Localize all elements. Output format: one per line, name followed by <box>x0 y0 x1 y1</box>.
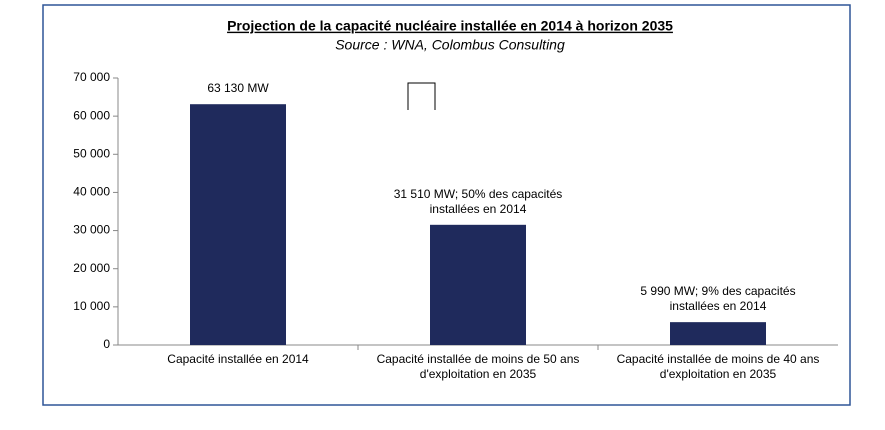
y-tick-label: 30 000 <box>73 223 110 237</box>
x-tick-label: Capacité installée en 2014 <box>167 352 309 366</box>
y-tick-label: 40 000 <box>73 185 110 199</box>
artifact <box>407 82 436 110</box>
bar <box>430 224 526 345</box>
y-tick-label: 0 <box>103 337 110 351</box>
y-tick-label: 20 000 <box>73 261 110 275</box>
bar <box>670 322 766 345</box>
y-tick-label: 50 000 <box>73 146 110 160</box>
y-tick-label: 60 000 <box>73 108 110 122</box>
x-tick-label: Capacité installée de moins de 40 ans d'… <box>616 352 820 381</box>
value-label: 63 130 MW <box>207 81 269 96</box>
chart-subtitle: Source : WNA, Colombus Consulting <box>335 37 565 53</box>
chart-title: Projection de la capacité nucléaire inst… <box>227 18 673 34</box>
bar <box>190 104 286 346</box>
value-label: 5 990 MW; 9% des capacités installées en… <box>640 284 796 314</box>
value-label: 31 510 MW; 50% des capacités installées … <box>393 186 563 216</box>
x-tick-label: Capacité installée de moins de 50 ans d'… <box>376 352 580 381</box>
y-tick-label: 10 000 <box>73 299 110 313</box>
y-tick-label: 70 000 <box>73 70 110 84</box>
